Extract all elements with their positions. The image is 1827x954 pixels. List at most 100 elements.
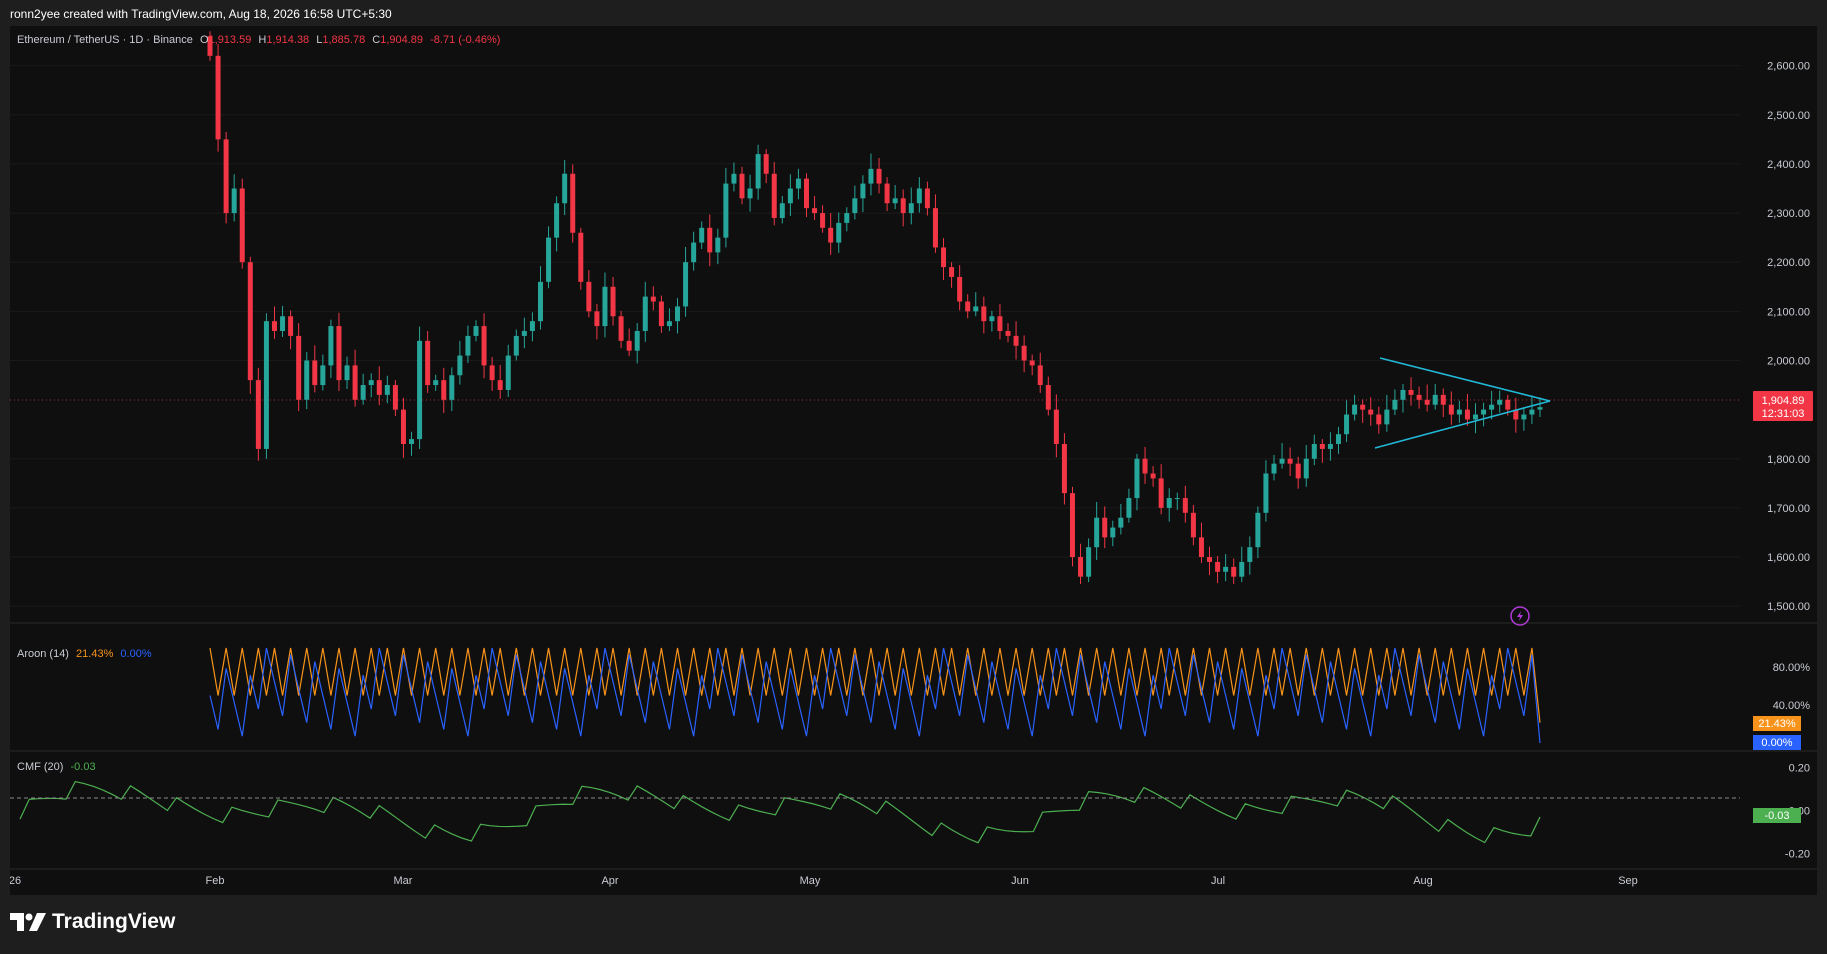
candle-body: [271, 321, 277, 331]
y-tick-label: 1,800.00: [1767, 454, 1810, 466]
candle-body: [1408, 389, 1414, 395]
candle-body: [868, 168, 874, 184]
alert-bolt-icon[interactable]: [1510, 606, 1530, 626]
candle-body: [860, 183, 866, 199]
candle-body: [715, 237, 721, 253]
candle-body: [1529, 409, 1535, 415]
x-tick-label: Mar: [394, 875, 413, 887]
aroon-title[interactable]: Aroon (14): [17, 648, 69, 660]
candle-body: [779, 203, 785, 218]
aroon-down-value: 0.00%: [120, 648, 152, 660]
candle-body: [755, 154, 761, 189]
cmf-tag-value: -0.03: [1764, 810, 1789, 822]
x-tick-label: Jun: [1011, 875, 1029, 887]
y-tick-label: 2,400.00: [1767, 159, 1810, 171]
candle-body: [1344, 414, 1350, 435]
candle-body: [473, 326, 479, 336]
candle-body: [1029, 360, 1035, 366]
candle-body: [1473, 414, 1479, 420]
ohlc-close: 1,904.89: [380, 34, 424, 46]
candle-body: [1126, 498, 1132, 518]
tradingview-logo[interactable]: TradingView: [10, 910, 175, 934]
candle-body: [1102, 517, 1108, 538]
candle-body: [376, 380, 382, 395]
candle-body: [675, 306, 681, 322]
ohlc-low-label: L: [316, 34, 323, 46]
ohlc-high: 1,914.38: [266, 34, 310, 46]
candle-body: [884, 183, 890, 204]
aroon-up-line: [209, 647, 1541, 723]
y-tick-label: 1,600.00: [1767, 552, 1810, 564]
candle-body: [425, 340, 431, 386]
cmf-line: [19, 780, 1541, 844]
candle-body: [1311, 444, 1317, 459]
candle-body: [207, 36, 213, 56]
candle-body: [1255, 512, 1261, 548]
candle-body: [505, 355, 511, 390]
candle-body: [239, 188, 245, 263]
y-tick-label: 2,200.00: [1767, 257, 1810, 269]
candle-body: [1335, 434, 1341, 445]
candle-body: [360, 385, 366, 400]
candle-body: [344, 365, 350, 381]
candle-body: [989, 316, 995, 322]
aroon-up-value: 21.43%: [76, 648, 114, 660]
triangle-pattern: [1374, 357, 1551, 449]
candle-body: [1215, 561, 1221, 572]
candle-body: [247, 262, 253, 381]
candle-body: [1537, 407, 1543, 410]
candle-body: [642, 296, 648, 331]
candle-body: [731, 173, 737, 184]
ohlc-close-label: C: [372, 34, 381, 46]
x-tick-label: May: [800, 875, 821, 887]
price-tag: 1,904.89 12:31:03: [1753, 391, 1813, 421]
candle-body: [1521, 414, 1527, 420]
candle-body: [1424, 399, 1430, 405]
y-tick-label: 2,000.00: [1767, 355, 1810, 367]
symbol-name[interactable]: Ethereum / TetherUS · 1D · Binance: [17, 34, 193, 46]
candle-body: [529, 321, 535, 331]
candle-body: [384, 385, 390, 395]
chart-caption: ronn2yee created with TradingView.com, A…: [10, 7, 392, 21]
chart-area[interactable]: 2,600.00 2,500.00 2,400.00 2,300.00 2,200.00…: [10, 26, 1817, 895]
candle-body: [924, 188, 930, 209]
candle-body: [771, 173, 777, 218]
candle-body: [304, 360, 310, 400]
cmf-legend[interactable]: CMF (20) -0.03: [17, 761, 96, 773]
candle-body: [1182, 498, 1188, 513]
candle-body: [747, 188, 753, 199]
aroon-legend[interactable]: Aroon (14) 21.43% 0.00%: [17, 648, 152, 660]
ohlc-open: 1,913.59: [208, 34, 252, 46]
symbol-legend[interactable]: Ethereum / TetherUS · 1D · Binance O1,91…: [17, 34, 500, 46]
tradingview-logo-icon: [10, 913, 46, 931]
candle-body: [1352, 404, 1358, 415]
candle-body: [449, 375, 455, 400]
candle-body: [1013, 335, 1019, 346]
price-tag-value: 1,904.89: [1762, 395, 1805, 407]
candle-body: [392, 385, 398, 410]
candle-body: [1327, 444, 1333, 449]
aroon-up-tag-value: 21.43%: [1758, 718, 1796, 730]
candle-body: [1464, 409, 1470, 420]
candle-body: [1086, 547, 1092, 577]
aroon-lines: [209, 647, 1541, 744]
chart-canvas[interactable]: 2,600.00 2,500.00 2,400.00 2,300.00 2,200.00…: [10, 26, 1817, 895]
aroon-y-tick-label: 80.00%: [1773, 662, 1811, 674]
candle-body: [820, 213, 826, 228]
candle-body: [981, 306, 987, 322]
candle-body: [537, 281, 543, 322]
y-tick-label: 2,500.00: [1767, 110, 1810, 122]
candle-body: [433, 380, 439, 386]
candle-body: [1239, 561, 1245, 577]
candle-body: [1150, 473, 1156, 479]
candle-body: [658, 301, 664, 327]
candle-body: [602, 286, 608, 327]
x-tick-label: Aug: [1413, 875, 1433, 887]
candle-body: [1319, 444, 1325, 449]
candle-body: [1384, 409, 1390, 425]
candle-body: [892, 198, 898, 204]
cmf-title[interactable]: CMF (20): [17, 761, 64, 773]
candle-body: [1078, 557, 1084, 577]
candle-body: [1198, 537, 1204, 558]
ohlc-low: 1,885.78: [322, 34, 366, 46]
